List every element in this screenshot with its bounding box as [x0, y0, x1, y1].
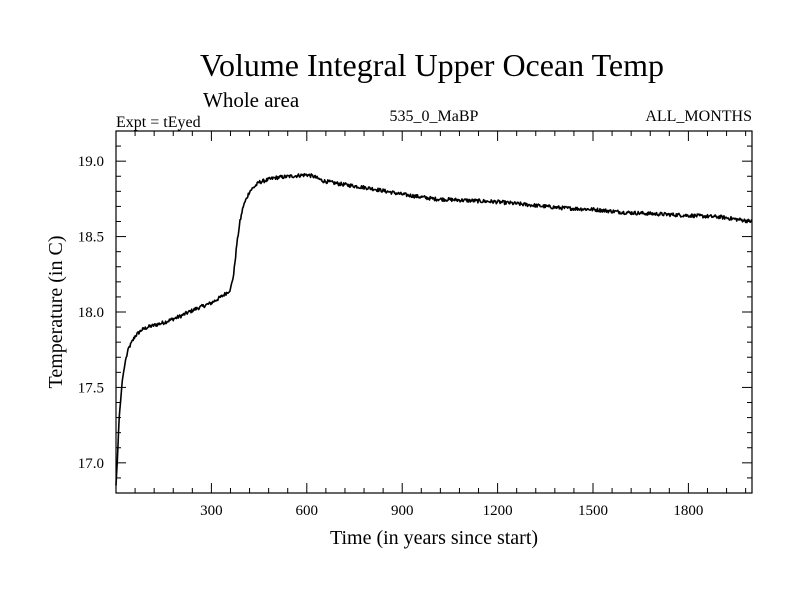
axis-ticks [116, 131, 752, 493]
temperature-series-line [115, 173, 753, 486]
x-tick-label: 900 [391, 503, 414, 519]
experiment-label: Expt = tEyed [116, 114, 201, 131]
y-tick-labels: 17.0 17.5 18.0 18.5 19.0 [78, 154, 104, 472]
x-axis-label: Time (in years since start) [330, 527, 538, 549]
chart-title: Volume Integral Upper Ocean Temp [200, 47, 664, 83]
y-tick-label: 19.0 [78, 154, 104, 170]
x-tick-label: 1200 [483, 503, 513, 519]
chart-subtitle: Whole area [203, 88, 300, 112]
y-axis-label: Temperature (in C) [45, 236, 67, 389]
x-tick-label: 600 [296, 503, 319, 519]
y-tick-label: 17.0 [78, 456, 104, 472]
months-label: ALL_MONTHS [645, 108, 752, 125]
x-tick-labels: 300 600 900 1200 1500 1800 [200, 503, 703, 519]
x-tick-label: 300 [200, 503, 223, 519]
x-tick-label: 1500 [578, 503, 608, 519]
x-tick-label: 1800 [673, 503, 703, 519]
y-tick-label: 18.0 [78, 305, 104, 321]
plot-frame [115, 130, 753, 494]
period-label: 535_0_MaBP [390, 108, 479, 125]
y-tick-label: 18.5 [78, 230, 104, 246]
y-tick-label: 17.5 [78, 380, 104, 396]
